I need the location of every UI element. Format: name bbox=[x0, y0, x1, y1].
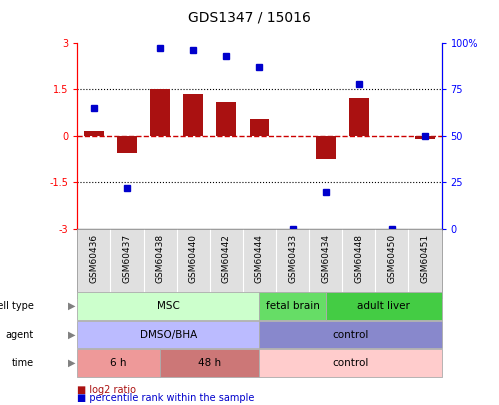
Text: GSM60434: GSM60434 bbox=[321, 234, 330, 284]
Text: control: control bbox=[332, 358, 369, 368]
Text: GSM60450: GSM60450 bbox=[387, 234, 396, 284]
Text: GSM60437: GSM60437 bbox=[123, 234, 132, 284]
Text: time: time bbox=[11, 358, 34, 368]
Text: agent: agent bbox=[5, 330, 34, 339]
Text: control: control bbox=[332, 330, 369, 339]
Bar bbox=[217, 102, 237, 136]
Text: GSM60448: GSM60448 bbox=[354, 234, 363, 284]
Bar bbox=[117, 136, 137, 153]
Text: GSM60436: GSM60436 bbox=[89, 234, 98, 284]
Text: ▶: ▶ bbox=[67, 330, 75, 339]
Text: GSM60444: GSM60444 bbox=[255, 234, 264, 283]
Bar bbox=[316, 136, 336, 159]
Text: cell type: cell type bbox=[0, 301, 34, 311]
Text: GSM60442: GSM60442 bbox=[222, 234, 231, 283]
Bar bbox=[84, 131, 104, 136]
Bar bbox=[183, 94, 203, 136]
Bar bbox=[250, 119, 269, 136]
Text: fetal brain: fetal brain bbox=[265, 301, 319, 311]
Text: GSM60440: GSM60440 bbox=[189, 234, 198, 284]
Text: GSM60438: GSM60438 bbox=[156, 234, 165, 284]
Text: ■ percentile rank within the sample: ■ percentile rank within the sample bbox=[77, 393, 254, 403]
Text: 6 h: 6 h bbox=[110, 358, 127, 368]
Text: GDS1347 / 15016: GDS1347 / 15016 bbox=[188, 10, 311, 24]
Text: ■ log2 ratio: ■ log2 ratio bbox=[77, 385, 136, 394]
Text: GSM60433: GSM60433 bbox=[288, 234, 297, 284]
Text: ▶: ▶ bbox=[67, 358, 75, 368]
Text: 48 h: 48 h bbox=[198, 358, 222, 368]
Text: GSM60451: GSM60451 bbox=[421, 234, 430, 284]
Bar bbox=[415, 136, 435, 139]
Bar bbox=[349, 98, 369, 136]
Text: ▶: ▶ bbox=[67, 301, 75, 311]
Text: adult liver: adult liver bbox=[357, 301, 410, 311]
Text: MSC: MSC bbox=[157, 301, 180, 311]
Bar bbox=[150, 89, 170, 136]
Text: DMSO/BHA: DMSO/BHA bbox=[140, 330, 197, 339]
